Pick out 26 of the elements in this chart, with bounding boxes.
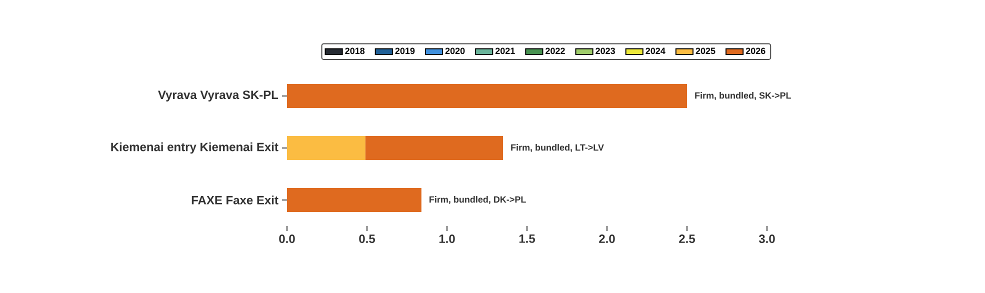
bar (287, 188, 422, 212)
legend-label: 2021 (495, 48, 515, 54)
bar (365, 136, 503, 160)
annotation: Firm, bundled, DK->PL (430, 196, 526, 204)
legend-label: 2020 (445, 48, 465, 54)
legend-label: 2018 (345, 48, 365, 54)
legend-label: 2026 (746, 48, 766, 54)
annotation: Firm, bundled, LT->LV (511, 144, 604, 152)
legend-label: 2019 (395, 48, 415, 54)
x-tick-label: 3.0 (758, 234, 775, 244)
x-tick-label: 0.5 (359, 234, 376, 244)
y-tick-label: Vyrava Vyrava SK-PL (158, 90, 278, 102)
y-tick-label: FAXE Faxe Exit (192, 196, 278, 204)
bar (287, 84, 687, 108)
legend-label: 2024 (646, 48, 666, 54)
y-tick-label: Kiemenai entry Kiemenai Exit (111, 142, 278, 154)
legend-label: 2022 (546, 48, 565, 54)
annotation: Firm, bundled, SK->PL (695, 92, 792, 100)
x-tick-label: 0.0 (279, 234, 295, 244)
x-tick-label: 1.0 (439, 234, 455, 244)
x-tick-label: 1.5 (519, 234, 535, 243)
legend-label: 2025 (696, 48, 716, 54)
bar (287, 136, 366, 160)
x-tick-label: 2.5 (679, 234, 695, 244)
x-tick-label: 2.0 (599, 234, 615, 244)
legend-label: 2023 (596, 48, 615, 54)
